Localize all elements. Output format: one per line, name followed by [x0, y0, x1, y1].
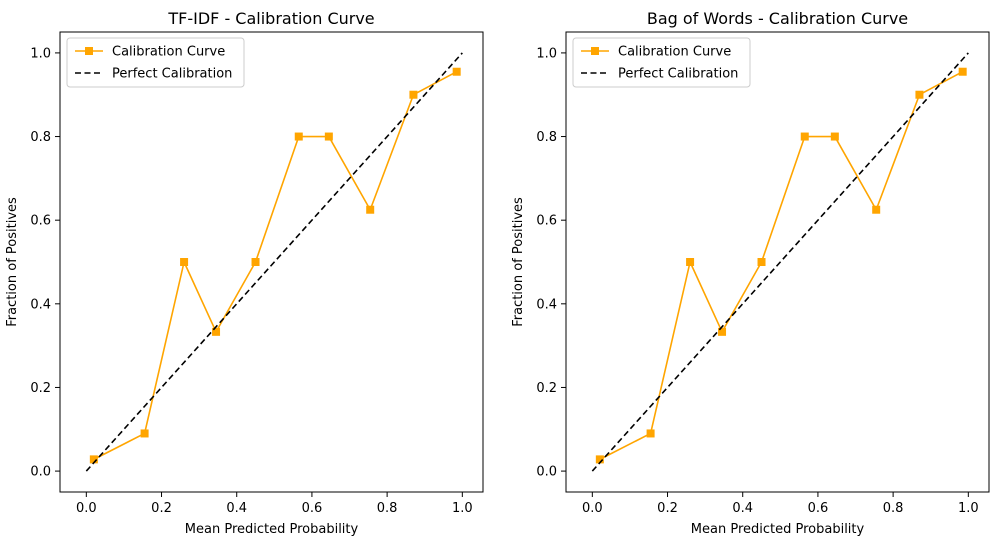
chart1-legend-calibration-marker	[85, 47, 93, 55]
chart1-perfect-calibration-line	[85, 52, 463, 472]
chart1-group: TF-IDF - Calibration Curve 0.0 0.2 0.4 0.6 0.…	[5, 9, 484, 537]
chart1-ytick-label: 0.6	[30, 214, 51, 229]
chart2-xtick-label: 0.6	[808, 501, 829, 516]
chart2-legend-perfect-label: Perfect Calibration	[618, 67, 738, 82]
chart1-y-axis-label: Fraction of Positives	[5, 197, 20, 327]
chart2-calibration-point	[958, 67, 967, 76]
chart2-calibration-point	[915, 90, 924, 99]
chart2-ytick-label: 0.4	[536, 297, 557, 312]
chart2-legend-calibration-marker	[591, 47, 599, 55]
chart1-calibration-point	[180, 258, 189, 266]
chart2-perfect-calibration-line	[591, 52, 969, 472]
chart2-legend: Calibration Curve Perfect Calibration	[572, 37, 751, 88]
chart1-calibration-curve-line	[93, 71, 458, 461]
chart1-plot-frame	[59, 31, 484, 493]
chart1-legend-calibration-label: Calibration Curve	[112, 45, 225, 60]
chart1-xtick-label: 0.0	[76, 501, 97, 516]
chart1-calibration-point	[324, 132, 333, 141]
chart1-x-axis-label: Mean Predicted Probability	[185, 522, 359, 537]
chart2-legend-box	[572, 37, 751, 88]
chart1-xtick-label: 0.6	[302, 501, 323, 516]
chart2-ytick-label: 0.6	[536, 214, 557, 229]
chart2-xtick-label: 0.2	[657, 501, 678, 516]
chart2-calibration-curve-line	[599, 71, 964, 461]
chart1-xtick-label: 0.8	[377, 501, 398, 516]
chart1-xtick-label: 0.2	[151, 501, 172, 516]
chart1-calibration-point	[140, 429, 149, 438]
chart2-calibration-point	[800, 132, 809, 141]
chart1-xtick-label: 1.0	[452, 501, 473, 516]
chart2-ytick-label: 0.2	[536, 381, 557, 396]
chart2-xtick-label: 0.0	[582, 501, 603, 516]
chart2-calibration-point	[718, 327, 727, 336]
chart1-ytick-label: 0.2	[30, 381, 51, 396]
chart1-calibration-point	[452, 67, 461, 76]
chart2-group: Bag of Words - Calibration Curve 0.0 0.2 0.…	[511, 9, 990, 537]
chart2-x-axis-label: Mean Predicted Probability	[691, 522, 865, 537]
chart2-calibration-point	[686, 258, 695, 266]
chart2-xtick-label: 0.8	[883, 501, 904, 516]
chart2-ytick-label: 1.0	[536, 46, 557, 61]
chart1-ytick-label: 1.0	[30, 46, 51, 61]
chart2-ytick-label: 0.0	[536, 465, 557, 480]
chart2-calibration-point	[757, 258, 766, 266]
chart1-xtick-label: 0.4	[226, 501, 247, 516]
chart2-legend-calibration-label: Calibration Curve	[618, 45, 731, 60]
chart2-calibration-point	[646, 429, 655, 438]
chart1-calibration-point	[409, 90, 418, 99]
chart1-calibration-point	[366, 205, 375, 214]
chart1-calibration-point	[294, 132, 303, 141]
chart2-title: Bag of Words - Calibration Curve	[647, 9, 908, 28]
chart1-ytick-label: 0.8	[30, 130, 51, 145]
chart1-calibration-point	[212, 327, 221, 336]
chart1-ytick-label: 0.0	[30, 465, 51, 480]
chart1-legend-box	[66, 37, 245, 88]
chart1-title: TF-IDF - Calibration Curve	[167, 9, 374, 28]
chart2-calibration-point	[830, 132, 839, 141]
chart2-calibration-point	[872, 205, 881, 214]
chart1-calibration-point	[251, 258, 260, 266]
chart2-xtick-label: 1.0	[958, 501, 979, 516]
chart2-calibration-point	[595, 455, 604, 464]
chart2-y-axis-label: Fraction of Positives	[511, 197, 526, 327]
chart2-ytick-label: 0.8	[536, 130, 557, 145]
chart1-calibration-point	[89, 455, 98, 464]
chart1-legend: Calibration Curve Perfect Calibration	[66, 37, 245, 88]
chart2-plot-frame	[565, 31, 990, 493]
chart1-ytick-label: 0.4	[30, 297, 51, 312]
chart1-legend-perfect-label: Perfect Calibration	[112, 67, 232, 82]
chart2-xtick-label: 0.4	[732, 501, 753, 516]
